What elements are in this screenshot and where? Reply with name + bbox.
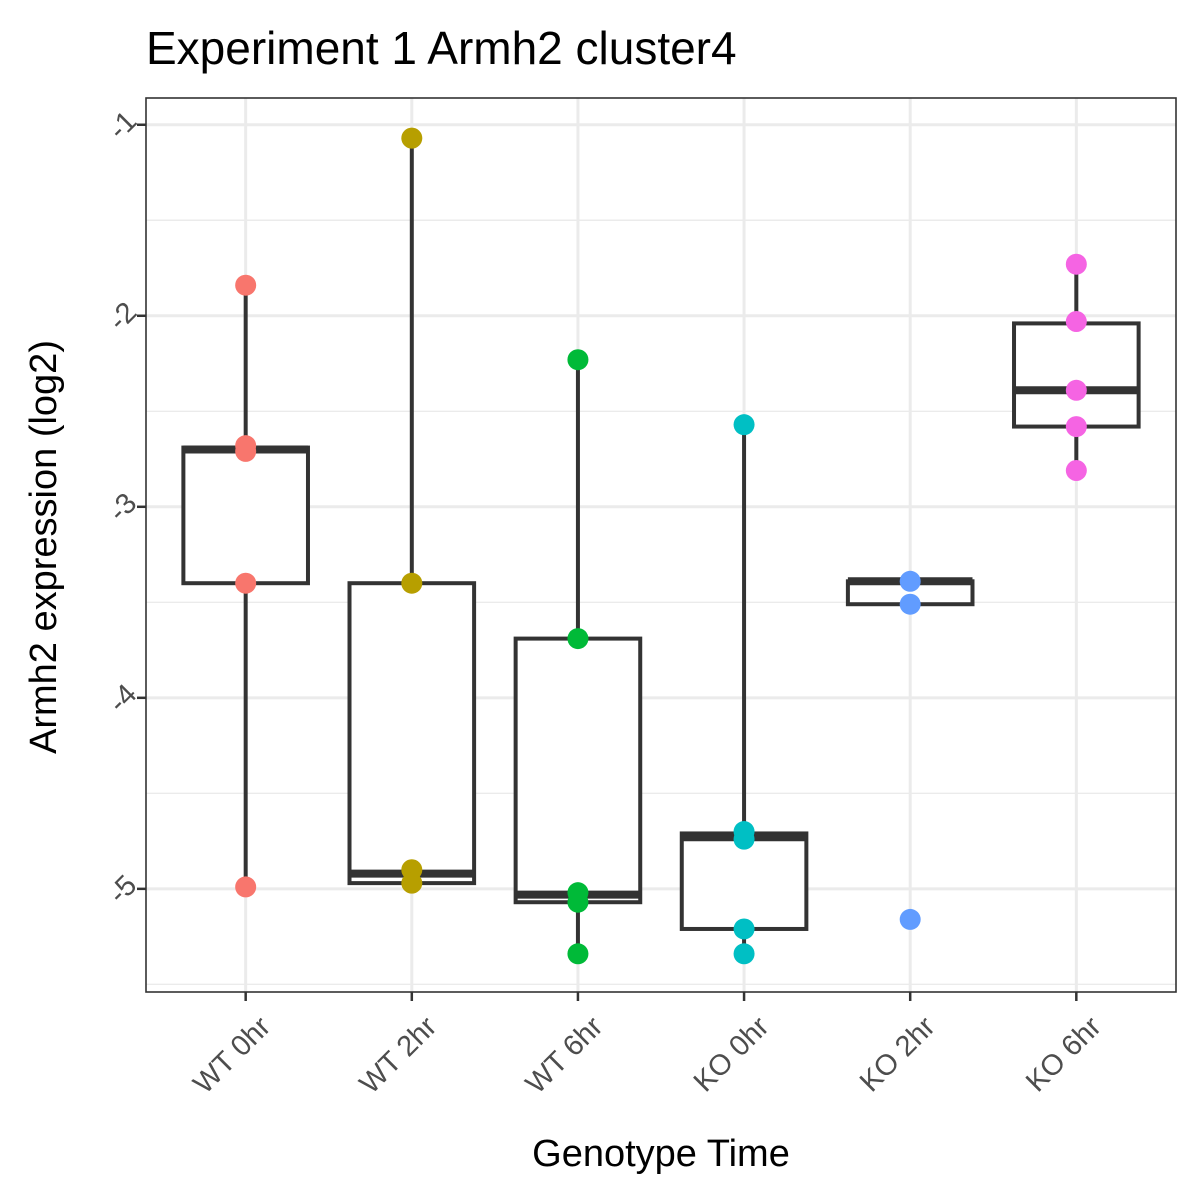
x-axis-title: Genotype Time <box>532 1133 790 1175</box>
data-point <box>899 570 921 592</box>
box <box>513 636 643 905</box>
data-point <box>567 628 589 650</box>
data-point <box>235 876 257 898</box>
y-tick-label: -3 <box>102 487 143 528</box>
box <box>1012 321 1141 429</box>
data-point <box>733 414 755 436</box>
data-point <box>235 440 257 462</box>
data-point <box>733 918 755 940</box>
data-point <box>899 908 921 930</box>
data-point <box>1065 253 1087 275</box>
data-point <box>567 943 589 965</box>
data-point <box>733 828 755 850</box>
y-tick-label: -1 <box>102 105 143 146</box>
y-tick-label: -5 <box>102 869 143 910</box>
x-tick-label: WT 2hr <box>354 1010 444 1100</box>
data-point <box>235 572 257 594</box>
x-tick-label: WT 0hr <box>187 1010 277 1100</box>
x-tick-label: KO 2hr <box>854 1010 942 1098</box>
data-point <box>733 943 755 965</box>
x-tick-label: WT 6hr <box>520 1010 610 1100</box>
x-tick-label: KO 6hr <box>1020 1010 1108 1098</box>
panel-border <box>145 97 1177 993</box>
data-point <box>401 127 423 149</box>
box-group <box>347 138 477 886</box>
data-point <box>1065 379 1087 401</box>
y-axis-title: Armh2 expression (log2) <box>23 340 65 754</box>
box <box>181 445 310 586</box>
x-tick-label: KO 0hr <box>688 1010 776 1098</box>
chart-title: Experiment 1 Armh2 cluster4 <box>146 22 737 74</box>
data-point <box>1065 460 1087 481</box>
data-point <box>1065 311 1087 332</box>
data-point <box>235 274 257 296</box>
box-group <box>181 285 310 887</box>
y-tick-label: -4 <box>102 678 143 719</box>
data-point <box>1065 416 1087 438</box>
y-tick-label: -2 <box>102 296 143 337</box>
data-point <box>567 891 589 913</box>
data-point <box>899 593 921 615</box>
data-point <box>401 572 423 594</box>
data-point <box>567 349 589 371</box>
plot-area <box>146 98 1176 992</box>
data-point <box>401 872 423 894</box>
box <box>347 581 477 886</box>
panel-background <box>146 98 1176 992</box>
